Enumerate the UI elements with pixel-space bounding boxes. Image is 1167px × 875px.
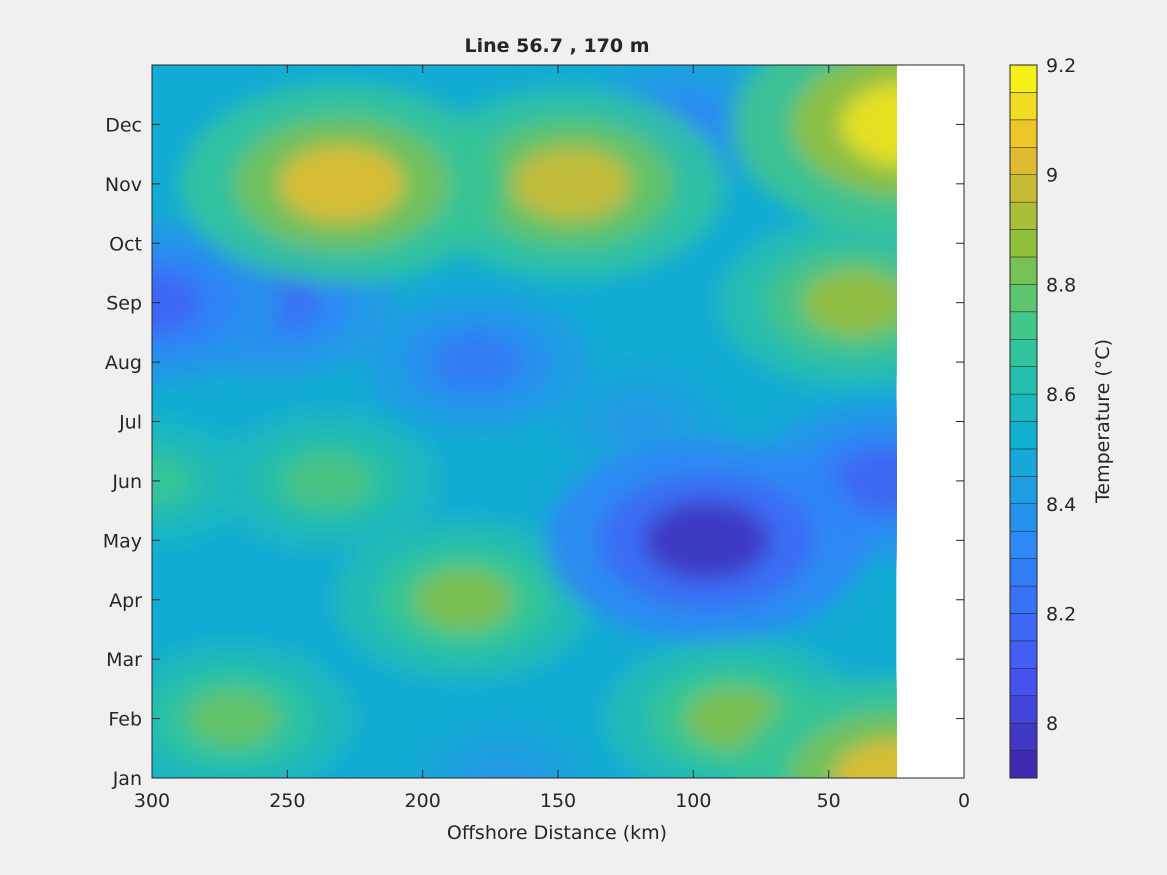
y-tick-label: Apr <box>109 590 142 612</box>
colorbar-level <box>1009 668 1038 696</box>
y-tick-label: Feb <box>108 709 142 731</box>
y-tick-label: Oct <box>109 233 142 255</box>
colorbar-level <box>1009 393 1038 422</box>
contour-region <box>413 568 514 631</box>
x-axis-label: Offshore Distance (km) <box>447 822 667 844</box>
colorbar-level <box>1009 92 1038 121</box>
y-tick-label: Jun <box>111 471 142 493</box>
contour-layer <box>152 65 897 778</box>
colorbar-level <box>1009 750 1038 779</box>
x-tick-label: 150 <box>540 790 576 812</box>
x-tick-label: 250 <box>269 790 305 812</box>
colorbar-level <box>1009 503 1038 532</box>
colorbar-level <box>1009 284 1038 313</box>
colorbar-tick-label: 8.2 <box>1046 603 1076 625</box>
x-tick-label: 50 <box>817 790 841 812</box>
colorbar-level <box>1009 229 1038 258</box>
colorbar-level <box>1009 695 1038 724</box>
colorbar-level <box>1009 174 1038 203</box>
colorbar-level <box>1009 201 1038 230</box>
colorbar-level <box>1009 256 1038 285</box>
contour-region <box>604 400 674 443</box>
colorbar-tick-label: 9 <box>1046 165 1058 187</box>
x-tick-label: 200 <box>405 790 441 812</box>
contour-region <box>152 455 193 507</box>
colorbar-level <box>1009 366 1038 395</box>
colorbar-level <box>1009 530 1038 559</box>
colorbar: 8 8.2 8.4 8.6 8.8 9 9.2 <box>1009 55 1076 779</box>
y-tick-label: Sep <box>106 293 142 315</box>
contour-region <box>152 271 203 334</box>
colorbar-tick-label: 8.6 <box>1046 384 1076 406</box>
colorbar-tick-label: 8.4 <box>1046 494 1076 516</box>
contour-region <box>433 334 521 390</box>
colorbar-level <box>1009 64 1038 93</box>
colorbar-level <box>1009 338 1038 367</box>
colorbar-tick-label: 9.2 <box>1046 55 1076 77</box>
y-tick-label: Dec <box>105 114 142 136</box>
contour-region <box>284 453 372 509</box>
contour-region <box>278 144 405 223</box>
colorbar-level <box>1009 311 1038 340</box>
x-tick-label: 300 <box>134 790 170 812</box>
colorbar-level <box>1009 448 1038 477</box>
colorbar-level <box>1009 722 1038 751</box>
y-tick-label: Jul <box>118 412 142 434</box>
x-tick-label: 100 <box>675 790 711 812</box>
colorbar-tick-label: 8 <box>1046 713 1058 735</box>
colorbar-level <box>1009 421 1038 450</box>
chart-title: Line 56.7 , 170 m <box>464 35 649 57</box>
y-tick-label: Aug <box>105 352 142 374</box>
colorbar-tick-label: 8.8 <box>1046 274 1076 296</box>
contour-region <box>512 146 632 221</box>
contour-region <box>833 739 897 778</box>
colorbar-label: Temperature (°C) <box>1092 339 1114 504</box>
contour-region <box>644 501 770 580</box>
x-tick-label: 0 <box>958 790 970 812</box>
colorbar-frame <box>1009 64 1038 779</box>
contour-region <box>840 82 897 167</box>
colorbar-level <box>1009 585 1038 614</box>
contour-region <box>469 756 539 778</box>
colorbar-level <box>1009 119 1038 148</box>
colorbar-level <box>1009 147 1038 175</box>
y-tick-label: May <box>103 530 142 552</box>
y-tick-label: Jan <box>112 768 142 790</box>
y-tick-label: Mar <box>106 649 142 671</box>
contour-region <box>802 269 897 336</box>
colorbar-level <box>1009 476 1038 505</box>
colorbar-level <box>1009 613 1038 642</box>
y-axis: Jan Feb Mar Apr May Jun Jul Aug Sep Oct Nov Dec <box>103 114 964 790</box>
colorbar-level <box>1009 558 1038 587</box>
colorbar-level <box>1009 640 1038 669</box>
contour-region <box>186 689 281 748</box>
y-tick-label: Nov <box>105 174 142 196</box>
x-axis: 300 250 200 150 100 50 0 <box>134 65 970 812</box>
